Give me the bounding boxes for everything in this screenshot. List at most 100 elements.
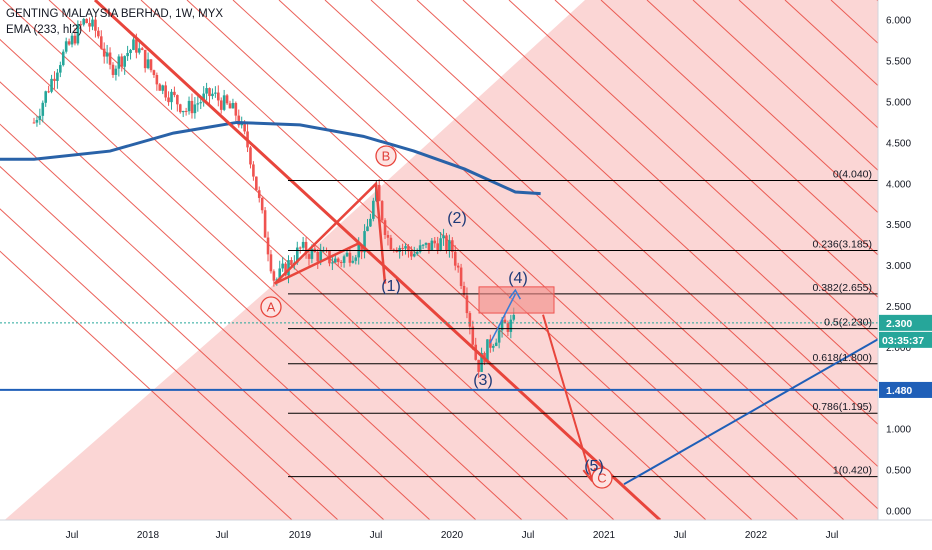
candle-body	[369, 218, 372, 227]
candle-body	[339, 262, 343, 264]
candle-body	[155, 74, 159, 85]
candle-body	[389, 237, 393, 250]
y-tick-label: 1.000	[886, 425, 911, 436]
candle-body	[489, 339, 492, 348]
candle-body	[290, 260, 293, 265]
candle-body	[152, 70, 156, 75]
candle-body	[380, 201, 384, 221]
candle-body	[252, 164, 255, 177]
y-tick-label: 5.000	[886, 98, 911, 109]
candle-body	[170, 91, 173, 103]
candle-body	[281, 263, 284, 269]
candle-body	[211, 93, 214, 97]
candle-body	[295, 247, 299, 263]
candle-body	[310, 248, 314, 259]
y-tick-label: 4.000	[886, 179, 911, 190]
candle-body	[167, 97, 170, 103]
main-trendline	[93, 0, 662, 520]
x-tick-label: 2019	[289, 530, 312, 541]
indicator-label[interactable]: EMA (233, hl2)	[6, 24, 83, 36]
candle-body	[418, 245, 422, 252]
countdown-badge-bg	[879, 331, 932, 348]
candle-body	[459, 267, 463, 286]
candle-body	[178, 104, 182, 113]
wave-label: (4)	[508, 270, 528, 287]
candle-body	[480, 352, 483, 372]
candle-body	[348, 252, 352, 263]
candle-body	[161, 85, 165, 91]
fib-label: 0.382(2.655)	[812, 282, 872, 294]
candle-body	[500, 319, 504, 331]
candle-body	[366, 226, 369, 232]
candle-body	[363, 231, 366, 253]
y-tick-label: 3.500	[886, 220, 911, 231]
candle-body	[491, 345, 495, 348]
candle-body	[448, 240, 451, 251]
wave-circle-c	[591, 467, 613, 489]
last-price-badge: 2.300	[886, 318, 912, 330]
candle-body	[404, 246, 407, 249]
recovery-line	[623, 338, 878, 486]
candle-body	[64, 41, 68, 52]
candle-body	[225, 95, 229, 104]
candle-body	[216, 92, 220, 101]
candle-body	[433, 240, 437, 244]
y-tick-label: 5.500	[886, 57, 911, 68]
candle-body	[319, 251, 322, 262]
candle-body	[56, 72, 59, 81]
wave-label: (5)	[584, 458, 604, 475]
candle-body	[187, 100, 191, 112]
candle-body	[41, 102, 45, 116]
fan-line	[554, 0, 878, 298]
countdown-badge: 03:35:37	[882, 335, 924, 347]
candle-body	[269, 254, 273, 272]
candle-body	[94, 19, 97, 31]
candle-body	[304, 241, 308, 255]
ema-line	[0, 120, 541, 196]
fan-line	[324, 0, 878, 510]
candle-body	[59, 65, 62, 73]
candle-body	[255, 176, 258, 191]
fan-line	[416, 0, 878, 425]
wave-label-c: C	[597, 471, 606, 486]
candle-body	[354, 257, 358, 261]
x-tick-label: 2021	[593, 530, 616, 541]
fib-label: 1(0.420)	[833, 465, 872, 477]
x-tick-label: 2022	[745, 530, 768, 541]
candle-body	[99, 36, 103, 49]
candle-body	[439, 238, 442, 251]
candle-body	[50, 78, 53, 92]
candle-body	[415, 251, 419, 254]
candle-body	[260, 197, 264, 211]
symbol-title[interactable]: GENTING MALAYSIA BERHAD, 1W, MYX	[6, 8, 224, 20]
fan-area	[4, 0, 878, 520]
x-tick-label: 2018	[137, 530, 160, 541]
candle-body	[214, 92, 217, 94]
support-level-badge: 1.480	[886, 385, 912, 397]
ab-diagonal	[274, 241, 361, 285]
candle-body	[331, 262, 334, 264]
fan-line	[646, 0, 878, 214]
candle-body	[462, 285, 466, 296]
candle-body	[249, 147, 252, 165]
fib-label: 0.618(1.800)	[812, 352, 872, 364]
x-tick-label: Jul	[216, 530, 229, 541]
candle-body	[307, 254, 311, 259]
candle-body	[383, 220, 387, 235]
candle-body	[164, 85, 167, 98]
candle-body	[509, 319, 513, 332]
candle-body	[219, 100, 223, 110]
candle-body	[407, 246, 410, 252]
candle-body	[38, 115, 42, 120]
candle-body	[512, 314, 516, 320]
candle-body	[196, 103, 200, 105]
candle-body	[298, 247, 302, 249]
candle-body	[70, 35, 74, 45]
wave-circle-b	[375, 145, 397, 167]
candle-body	[97, 30, 100, 37]
fib-label: 0.236(3.185)	[812, 238, 872, 250]
candle-body	[494, 342, 498, 346]
candle-body	[190, 100, 194, 114]
